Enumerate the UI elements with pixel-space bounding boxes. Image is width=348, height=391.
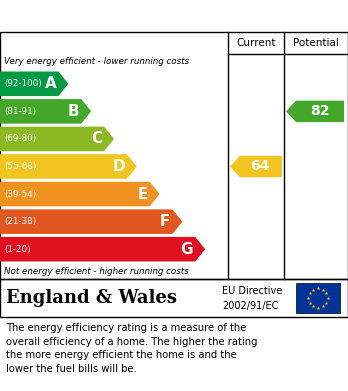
Polygon shape xyxy=(0,72,69,96)
Polygon shape xyxy=(0,237,205,262)
Text: 82: 82 xyxy=(310,104,330,118)
Text: Potential: Potential xyxy=(293,38,339,48)
Polygon shape xyxy=(0,127,114,151)
Text: (1-20): (1-20) xyxy=(4,245,31,254)
Polygon shape xyxy=(0,99,91,124)
Text: (69-80): (69-80) xyxy=(4,135,36,143)
Text: 64: 64 xyxy=(250,160,270,174)
Text: (21-38): (21-38) xyxy=(4,217,36,226)
Polygon shape xyxy=(230,156,282,177)
Text: (39-54): (39-54) xyxy=(4,190,36,199)
Text: (92-100): (92-100) xyxy=(4,79,42,88)
Text: Energy Efficiency Rating: Energy Efficiency Rating xyxy=(10,9,213,23)
Polygon shape xyxy=(0,182,160,206)
Polygon shape xyxy=(0,209,182,234)
Text: D: D xyxy=(112,159,125,174)
Text: The energy efficiency rating is a measure of the
overall efficiency of a home. T: The energy efficiency rating is a measur… xyxy=(6,323,258,374)
Bar xyxy=(296,283,340,313)
Text: EU Directive: EU Directive xyxy=(222,286,282,296)
Text: (55-68): (55-68) xyxy=(4,162,37,171)
Text: C: C xyxy=(91,131,102,146)
Text: G: G xyxy=(181,242,193,257)
Polygon shape xyxy=(0,154,137,179)
Text: A: A xyxy=(45,76,56,91)
Text: Not energy efficient - higher running costs: Not energy efficient - higher running co… xyxy=(4,267,189,276)
Text: Current: Current xyxy=(236,38,276,48)
Text: (81-91): (81-91) xyxy=(4,107,36,116)
Text: F: F xyxy=(160,214,171,229)
Polygon shape xyxy=(286,100,344,122)
Text: 2002/91/EC: 2002/91/EC xyxy=(222,301,278,310)
Text: England & Wales: England & Wales xyxy=(6,289,177,307)
Text: E: E xyxy=(137,187,148,202)
Text: Very energy efficient - lower running costs: Very energy efficient - lower running co… xyxy=(4,57,189,66)
Text: B: B xyxy=(68,104,79,119)
